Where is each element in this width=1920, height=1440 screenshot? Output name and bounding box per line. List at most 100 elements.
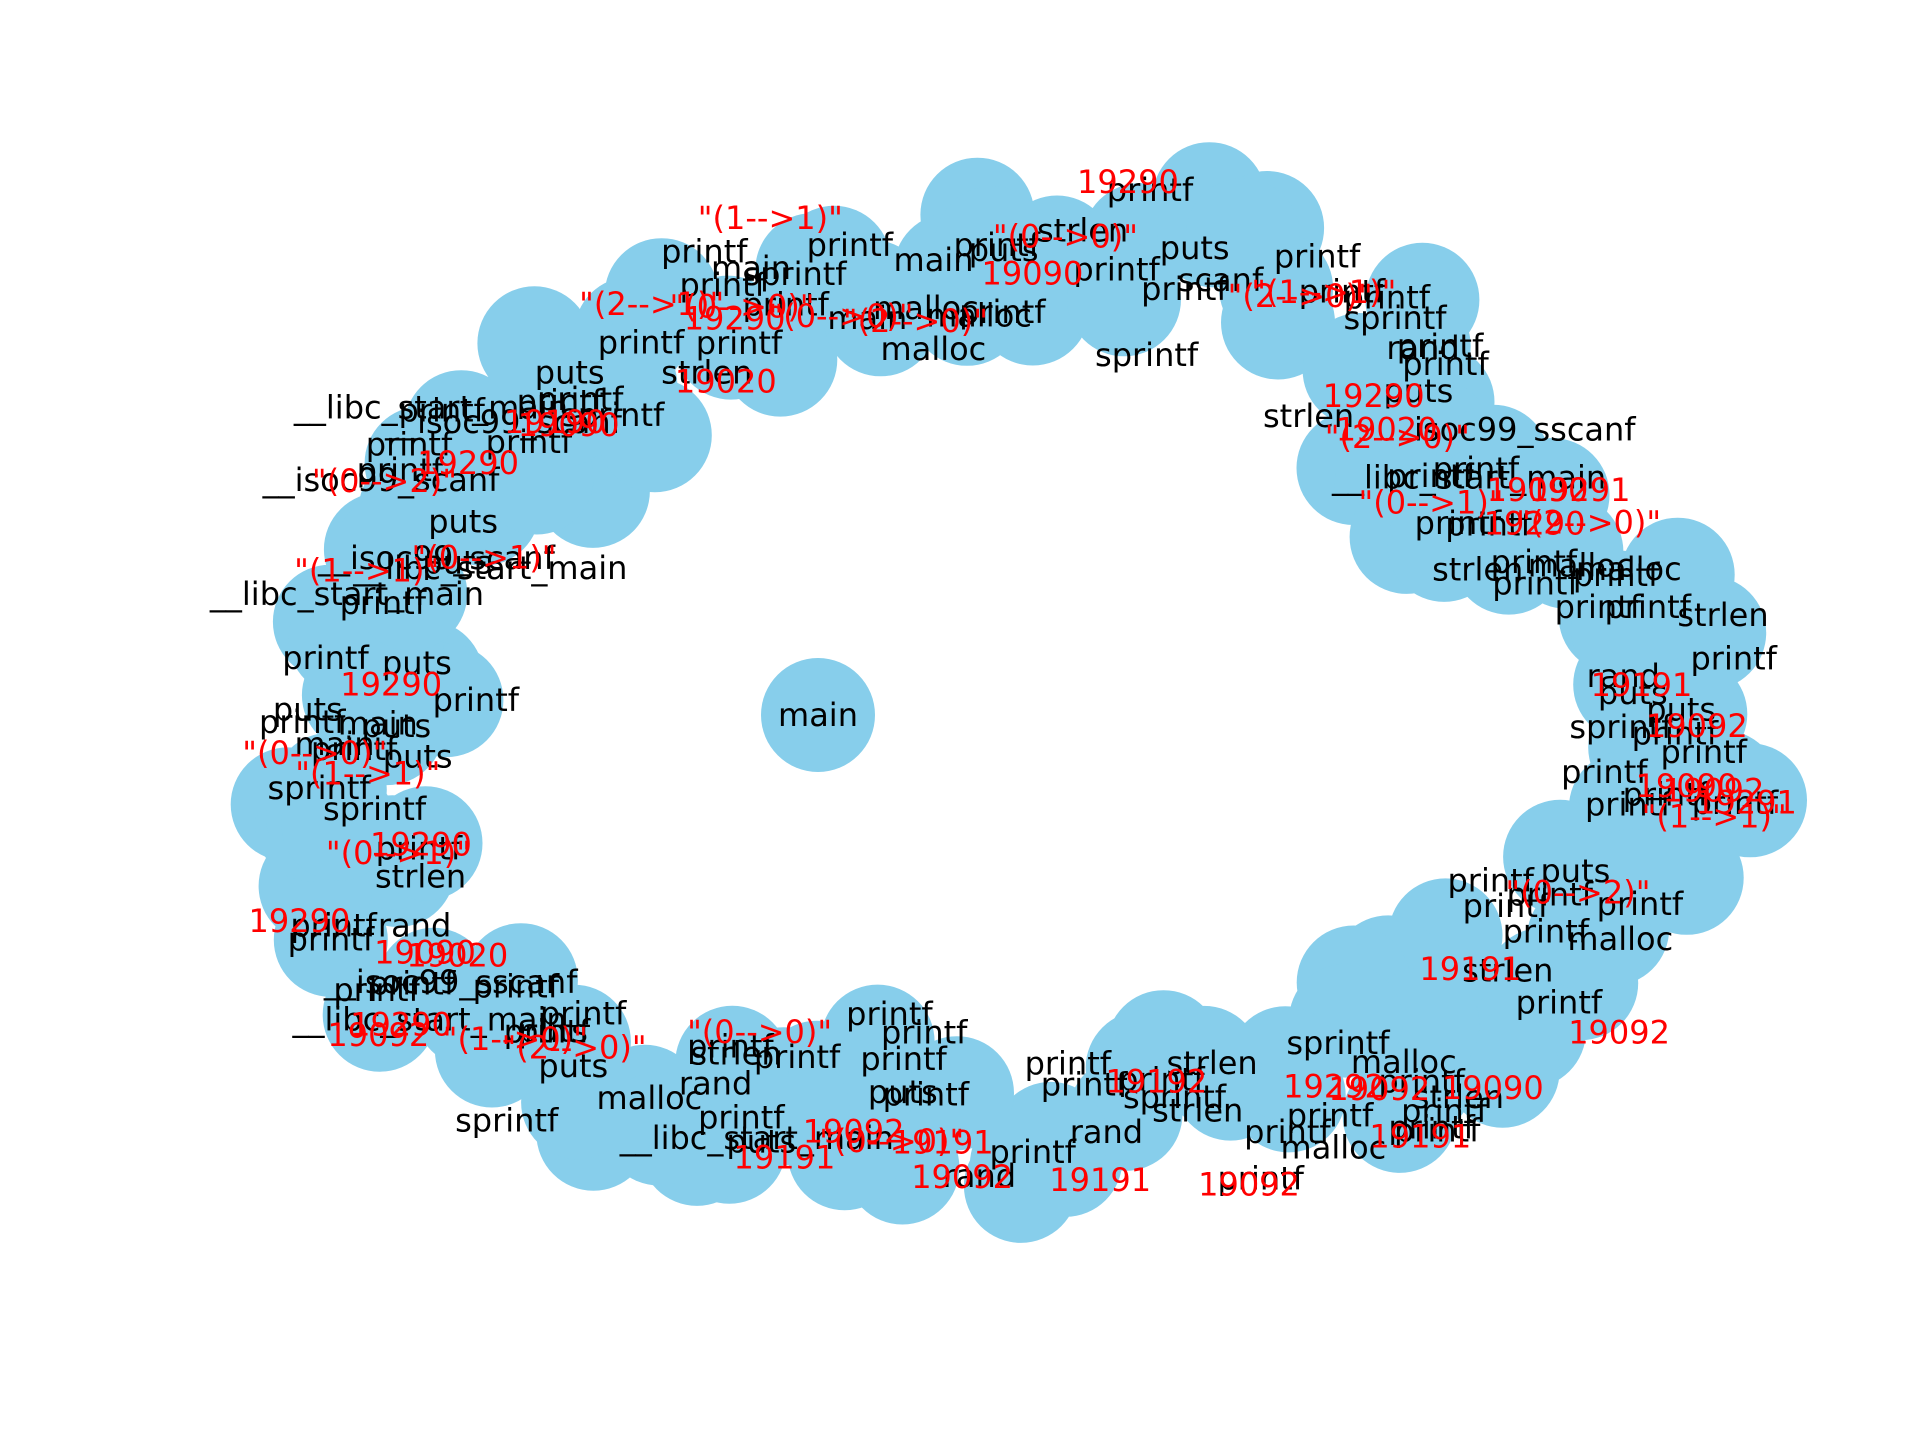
graph-node-label: puts (1160, 229, 1230, 267)
edge-label: 19290 (684, 300, 786, 338)
graph-node-circle (1342, 1058, 1457, 1173)
edge-label: 19092 (327, 1016, 429, 1054)
graph-node-label: __isoc99_sscanf (323, 963, 578, 1001)
edge-label: "(0-->2)" (1505, 874, 1650, 912)
graph-node-label: printf (1415, 504, 1502, 542)
edge-label: 19190 (504, 403, 606, 441)
graph-node-label: printf (340, 584, 427, 622)
graph-node-label: __libc_start_main (209, 575, 484, 613)
graph-node-label: printf (696, 324, 783, 362)
edge-label: 19090 (982, 255, 1084, 293)
graph-node-label: printf (754, 1038, 841, 1076)
graph-node-label: puts (383, 737, 453, 775)
graph-node-label: main (827, 299, 907, 337)
graph-node-label: printf (679, 266, 766, 304)
edge-label: 19191 (734, 1139, 836, 1177)
graph-node-label: puts (969, 231, 1039, 269)
graph-node-label: printf (698, 1098, 785, 1136)
graph-node-label: printf (517, 382, 604, 420)
graph-node-label: printf (504, 1012, 591, 1050)
edge-label: "(2-->1)" (579, 285, 724, 323)
edge-label: "(0-->0)" (242, 734, 387, 772)
graph-node-label: puts (1598, 674, 1668, 712)
graph-node-label: printf (989, 1133, 1076, 1171)
graph-node-label: printf (1394, 1111, 1481, 1149)
graph-node-label: printf (1073, 250, 1160, 288)
graph-node-circle (1067, 242, 1181, 357)
graph-node-label: printf (846, 995, 933, 1033)
graph-node-label: printf (1217, 1160, 1304, 1198)
graph-node-label: sprintf (1343, 299, 1447, 337)
edge-label: 19290 (1077, 163, 1179, 201)
edge-label: "(0-->0)" (669, 287, 814, 325)
edge-label: 19290 (417, 444, 519, 482)
graph-node-label: printf (1632, 715, 1719, 753)
edge-label: 19290 (370, 826, 472, 864)
graph-node-label: printf (1287, 1097, 1374, 1135)
graph-node-label: sprintf (1095, 336, 1199, 374)
graph-node-label: printf (1492, 564, 1579, 602)
graph-node-label: sprintf (743, 255, 847, 293)
edge-label: 19020 (1336, 411, 1438, 449)
edge-label: 19290 (1484, 505, 1586, 543)
graph-node-label: main (295, 725, 375, 763)
graph-node-label: malloc (1351, 1043, 1457, 1081)
graph-node-label: puts (868, 1073, 938, 1111)
edge-label: 19092 (911, 1158, 1013, 1196)
graph-node-label: __libc_start_main (293, 389, 568, 427)
graph-node (777, 205, 892, 320)
graph-node-circle (1185, 178, 1300, 293)
graph-node-label: malloc (1576, 550, 1682, 588)
graph-node-circle (334, 493, 449, 608)
edge-label: 19290 (1323, 377, 1425, 415)
graph-node-label: puts (726, 1122, 796, 1160)
graph-node-label: printf (1555, 588, 1642, 626)
edge-label: 19192 (1105, 1063, 1207, 1101)
graph-node-label: printf (1506, 876, 1593, 914)
graph-node-label: strlen (1677, 596, 1768, 634)
graph-node-label: malloc (597, 1079, 703, 1117)
edge-label: 19090 (1442, 1069, 1544, 1107)
edge-label: 19090 (518, 406, 620, 444)
graph-node-label: printf (807, 226, 894, 264)
graph-node-label: printf (333, 971, 420, 1009)
graph-node-label: printf (860, 1040, 947, 1078)
graph-node-label: puts (273, 691, 343, 729)
graph-node-label: printf (540, 994, 627, 1032)
graph-node-label: __isoc99_scanf (317, 539, 556, 577)
edge-label: "(0-->0)" (687, 1013, 832, 1051)
graph-node-circle (1537, 880, 1652, 995)
graph-node-label: printf (1692, 784, 1779, 822)
graph-node-label: sprintf (323, 790, 427, 828)
graph-node-label: puts (535, 353, 605, 391)
graph-node-label: __libc_start_main (619, 1119, 894, 1157)
graph-node-label: sprintf (455, 1102, 559, 1140)
graph-node-label: printf (1244, 1113, 1331, 1151)
graph-node-label: printf (1660, 733, 1747, 771)
graph-node-label: scanf (1178, 261, 1264, 299)
graph-node-label: printf (1690, 639, 1777, 677)
graph-node-circle (1571, 572, 1686, 687)
graph-node-circle (1451, 500, 1566, 615)
graph-node-label: printf (1118, 1061, 1205, 1099)
graph-node-label: puts (361, 707, 431, 745)
graph-node-label: strlen (1462, 951, 1553, 989)
graph-node-label: printf (1597, 885, 1684, 923)
graph-node-circle (673, 285, 788, 400)
graph-node-label: printf (1299, 273, 1386, 311)
graph-node-label: printf (1447, 862, 1534, 900)
graph-node-label: puts (428, 503, 498, 541)
edge-label: 19092 (1328, 1070, 1430, 1108)
edge-label: 19290 (350, 1006, 452, 1044)
graph-node-label: strlen (690, 1034, 781, 1072)
graph-node-label: malloc (873, 289, 979, 327)
graph-node (334, 493, 449, 608)
graph-node-label: printf (357, 451, 444, 489)
edge-label: "(2-->0)" (1516, 504, 1661, 542)
graph-node (1571, 572, 1686, 687)
graph-node-label: printf (1491, 543, 1578, 581)
graph-node-label: printf (881, 1013, 968, 1051)
graph-node-label: printf (883, 1075, 970, 1113)
graph-node-label: printf (959, 293, 1046, 331)
